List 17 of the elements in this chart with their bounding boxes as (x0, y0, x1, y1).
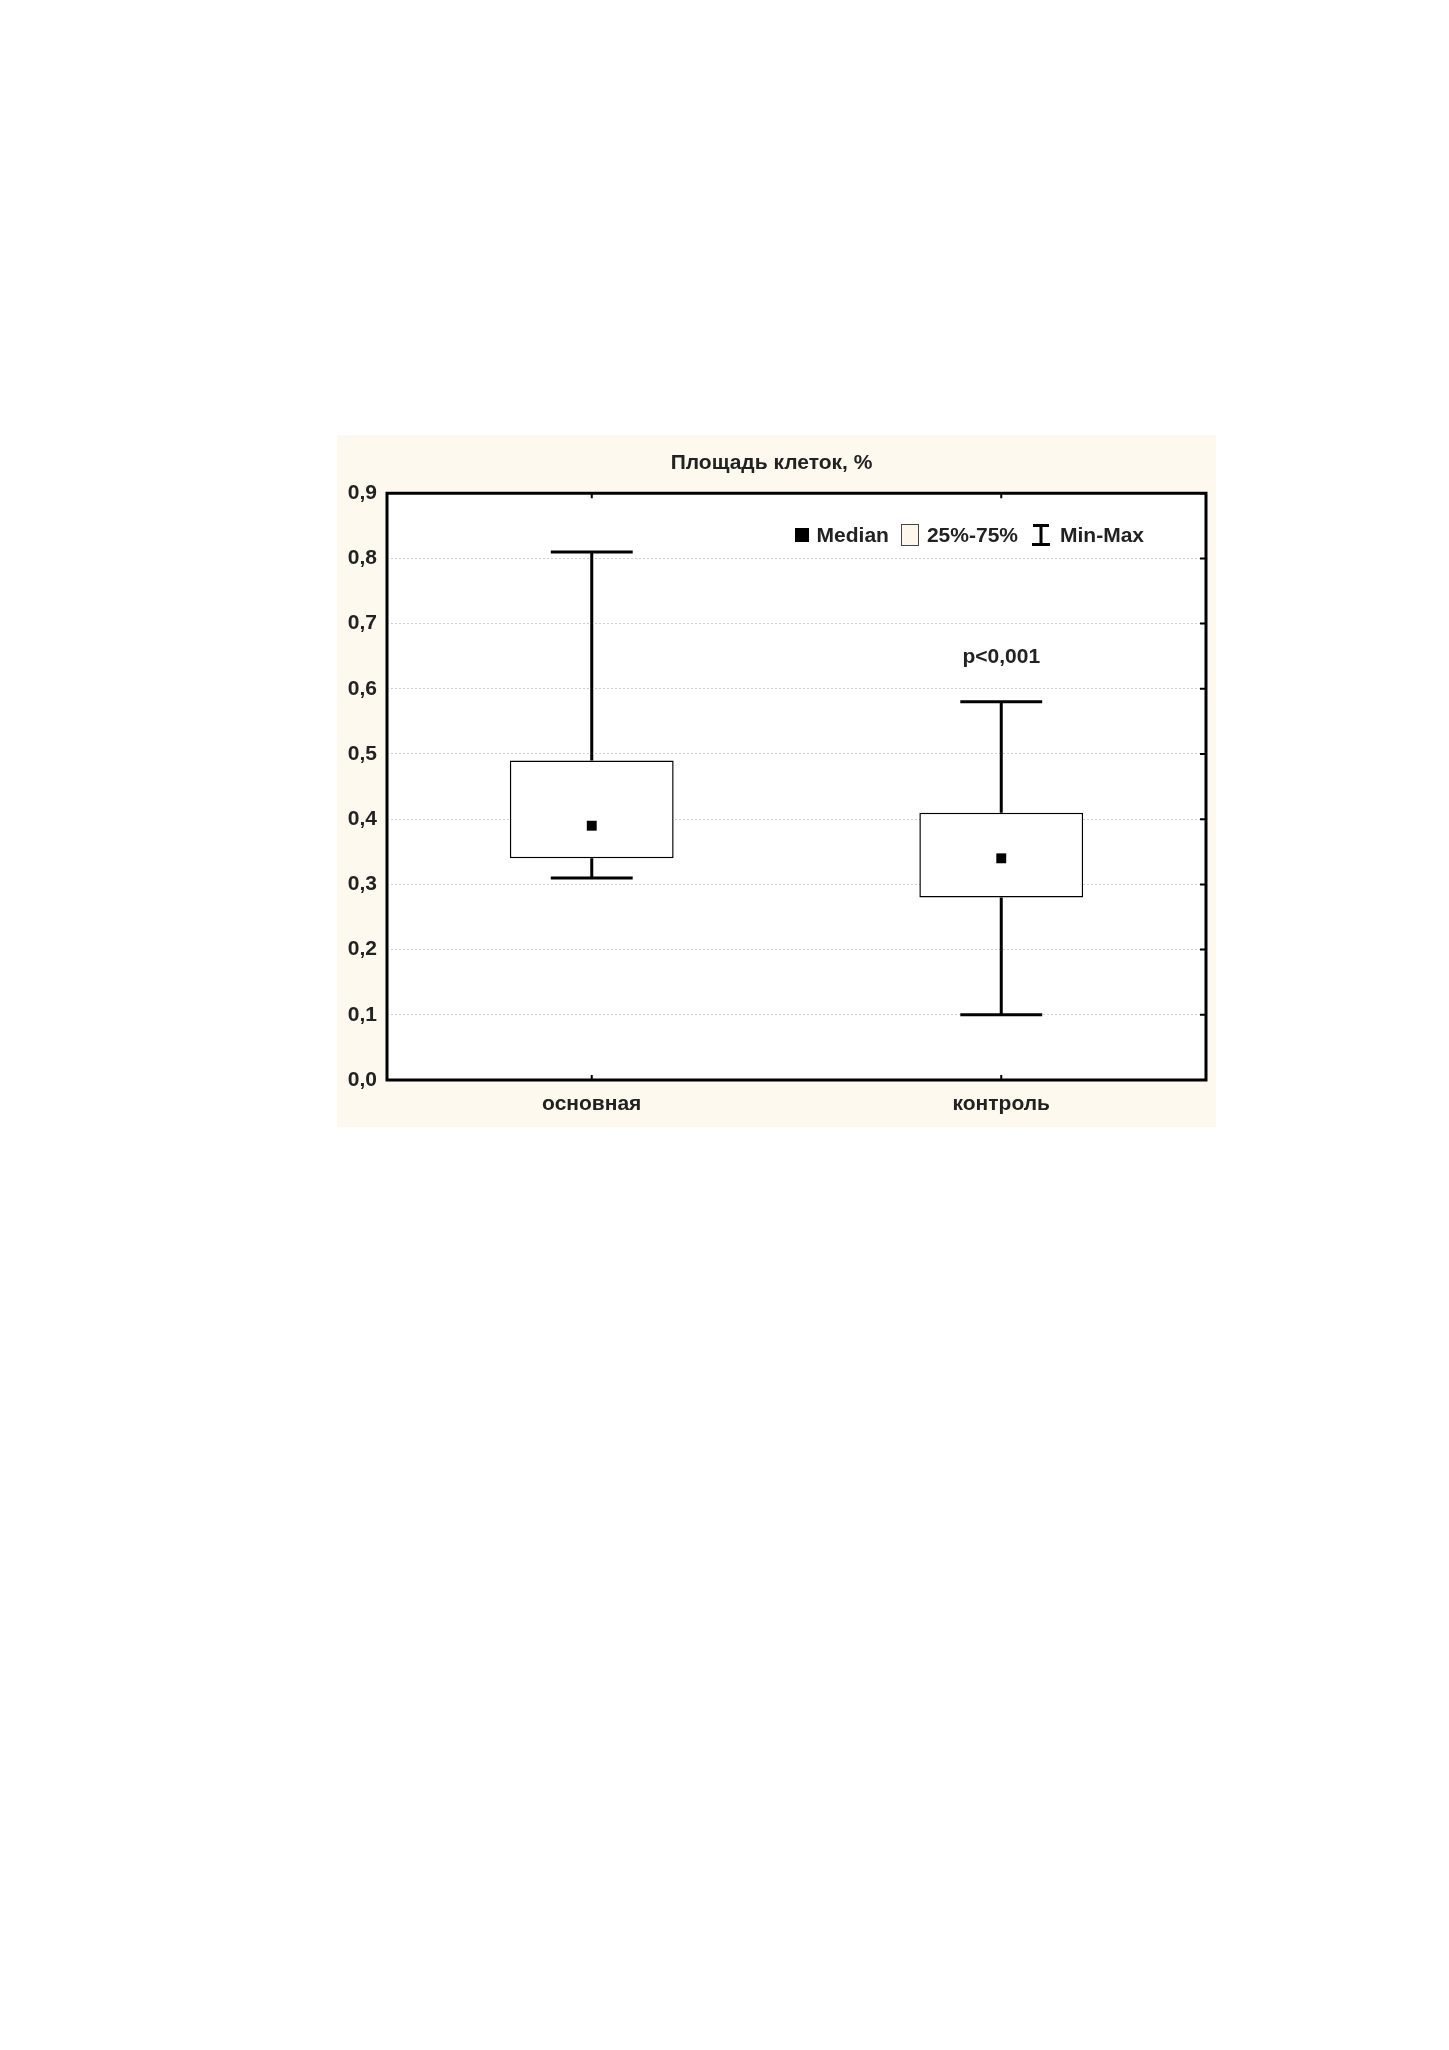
y-tick-label: 0,9 (347, 480, 377, 503)
y-tick-label: 0,5 (347, 740, 378, 764)
annotation: Min-Max (1060, 523, 1144, 548)
chart-title: Площадь клеток, % (670, 450, 873, 474)
annotation: Median (816, 523, 889, 548)
y-tick-label: 0,4 (347, 806, 378, 829)
y-tick-label: 0,6 (347, 675, 377, 699)
annotation: 25%-75% (926, 523, 1018, 548)
x-tick-label: основная (542, 1091, 642, 1115)
y-tick-label: 0,0 (347, 1066, 377, 1090)
x-tick-label: контроль (952, 1091, 1051, 1115)
y-tick-label: 0,2 (347, 936, 377, 960)
annotation: p<0,001 (962, 643, 1041, 667)
y-tick-label: 0,8 (347, 545, 378, 569)
y-tick-label: 0,7 (347, 610, 377, 634)
y-tick-label: 0,3 (347, 871, 377, 895)
y-tick-label: 0,1 (347, 1001, 378, 1025)
